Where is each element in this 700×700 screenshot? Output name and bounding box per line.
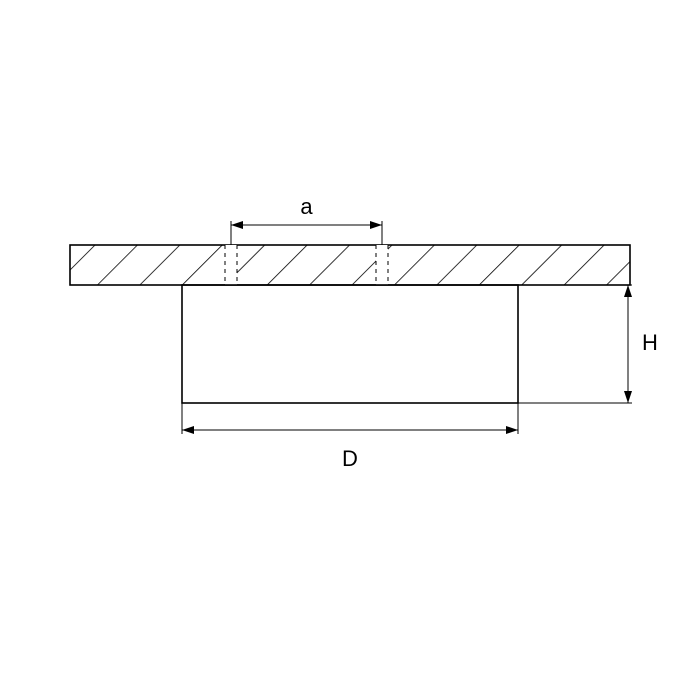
ceiling-slab <box>70 245 630 285</box>
fixture-body <box>182 285 518 403</box>
dim-a-label: a <box>300 194 313 219</box>
technical-drawing: a D H <box>0 0 700 700</box>
mounting-insert <box>225 245 237 285</box>
dim-H-label: H <box>642 330 658 355</box>
dim-D-label: D <box>342 446 358 471</box>
mounting-insert <box>376 245 388 285</box>
